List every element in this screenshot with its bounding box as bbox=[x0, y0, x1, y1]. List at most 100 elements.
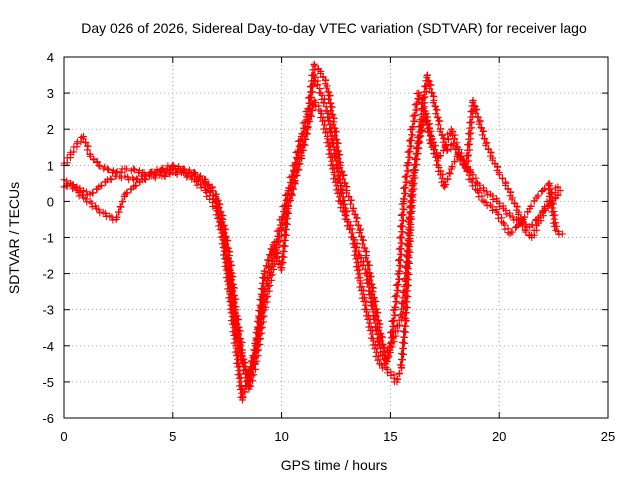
x-tick-label: 10 bbox=[274, 429, 288, 444]
data-point-fill bbox=[365, 269, 373, 277]
data-point-fill bbox=[326, 146, 334, 154]
data-point-fill bbox=[235, 359, 243, 367]
data-point bbox=[191, 169, 199, 177]
data-point-fill bbox=[222, 258, 230, 266]
data-point-fill bbox=[259, 274, 267, 282]
data-point-fill bbox=[280, 231, 288, 239]
data-point-fill bbox=[334, 178, 342, 186]
data-point-fill bbox=[224, 266, 232, 274]
data-point-fill bbox=[515, 221, 523, 229]
data-point-fill bbox=[333, 182, 341, 190]
data-point-fill bbox=[361, 301, 369, 309]
data-point-fill bbox=[236, 370, 244, 378]
data-point-fill bbox=[132, 182, 140, 190]
y-tick-label: -4 bbox=[42, 339, 54, 354]
data-point-fill bbox=[358, 283, 366, 291]
data-point-fill bbox=[423, 82, 431, 90]
data-point-fill bbox=[350, 236, 358, 244]
data-point-fill bbox=[480, 134, 488, 142]
data-point-fill bbox=[93, 158, 101, 166]
data-point-fill bbox=[225, 281, 233, 289]
data-point-fill bbox=[355, 229, 363, 237]
data-point-fill bbox=[63, 182, 71, 190]
data-point-fill bbox=[327, 142, 335, 150]
data-point-fill bbox=[339, 171, 347, 179]
data-point bbox=[554, 183, 562, 191]
data-point-fill bbox=[412, 106, 420, 114]
data-point-fill bbox=[354, 255, 362, 262]
data-point-fill bbox=[317, 109, 325, 117]
data-point-fill bbox=[232, 312, 240, 320]
data-point-fill bbox=[252, 328, 260, 336]
data-point-fill bbox=[102, 212, 110, 220]
data-point-fill bbox=[75, 192, 83, 200]
x-tick-label: 0 bbox=[60, 429, 67, 444]
data-point-fill bbox=[393, 375, 401, 383]
data-point-fill bbox=[326, 99, 334, 107]
data-point-fill bbox=[86, 152, 94, 160]
data-point-fill bbox=[374, 316, 382, 324]
data-point-fill bbox=[82, 195, 90, 203]
data-point-fill bbox=[197, 184, 205, 192]
data-point-fill bbox=[401, 189, 409, 197]
data-point-fill bbox=[241, 366, 249, 374]
data-point-fill bbox=[249, 352, 257, 360]
data-point-fill bbox=[413, 144, 421, 152]
data-point-fill bbox=[407, 187, 415, 195]
data-point-fill bbox=[433, 113, 441, 121]
data-point-fill bbox=[141, 176, 149, 184]
data-point-fill bbox=[474, 113, 482, 121]
data-points bbox=[60, 60, 566, 404]
data-point-fill bbox=[402, 178, 410, 186]
data-point bbox=[104, 165, 112, 173]
data-point-fill bbox=[397, 222, 405, 230]
data-point-fill bbox=[362, 297, 370, 305]
data-point-fill bbox=[483, 202, 491, 210]
data-point-fill bbox=[426, 85, 434, 93]
data-point-fill bbox=[183, 173, 191, 181]
data-point-fill bbox=[401, 303, 409, 311]
data-point-fill bbox=[69, 185, 77, 193]
data-point-fill bbox=[256, 340, 264, 348]
data-point-fill bbox=[305, 117, 313, 125]
data-point-fill bbox=[341, 179, 348, 187]
data-point-fill bbox=[376, 356, 384, 364]
data-point-fill bbox=[192, 178, 200, 186]
data-point-fill bbox=[237, 374, 245, 382]
data-point-fill bbox=[373, 348, 381, 356]
data-point-fill bbox=[546, 182, 554, 190]
data-point-fill bbox=[248, 364, 256, 372]
data-point-fill bbox=[322, 125, 330, 133]
data-point-fill bbox=[245, 368, 253, 376]
data-point-fill bbox=[299, 140, 307, 148]
data-point-fill bbox=[82, 188, 90, 196]
data-point-fill bbox=[467, 129, 475, 137]
data-point-fill bbox=[231, 327, 239, 335]
data-point-fill bbox=[354, 221, 362, 229]
data-point-fill bbox=[304, 123, 312, 131]
data-point-fill bbox=[335, 150, 343, 158]
data-point-fill bbox=[255, 306, 263, 314]
data-point-fill bbox=[370, 294, 378, 302]
data-point-fill bbox=[251, 339, 259, 347]
data-point-fill bbox=[398, 228, 406, 236]
data-point-fill bbox=[522, 228, 530, 236]
data-point-fill bbox=[367, 272, 375, 280]
data-point bbox=[556, 187, 564, 195]
data-point-fill bbox=[548, 189, 556, 197]
data-point-fill bbox=[410, 117, 418, 125]
data-point-fill bbox=[330, 124, 338, 132]
data-point-fill bbox=[399, 338, 407, 346]
data-point-fill bbox=[264, 256, 272, 264]
data-point-fill bbox=[95, 206, 103, 214]
y-tick-label: 1 bbox=[47, 158, 54, 173]
data-point-fill bbox=[433, 157, 441, 165]
data-point-fill bbox=[236, 334, 244, 342]
data-point-fill bbox=[367, 280, 375, 288]
data-point-fill bbox=[160, 171, 168, 179]
data-point-fill bbox=[392, 292, 400, 300]
data-point-fill bbox=[203, 192, 211, 200]
data-point-fill bbox=[229, 308, 237, 316]
data-point-fill bbox=[222, 251, 230, 259]
